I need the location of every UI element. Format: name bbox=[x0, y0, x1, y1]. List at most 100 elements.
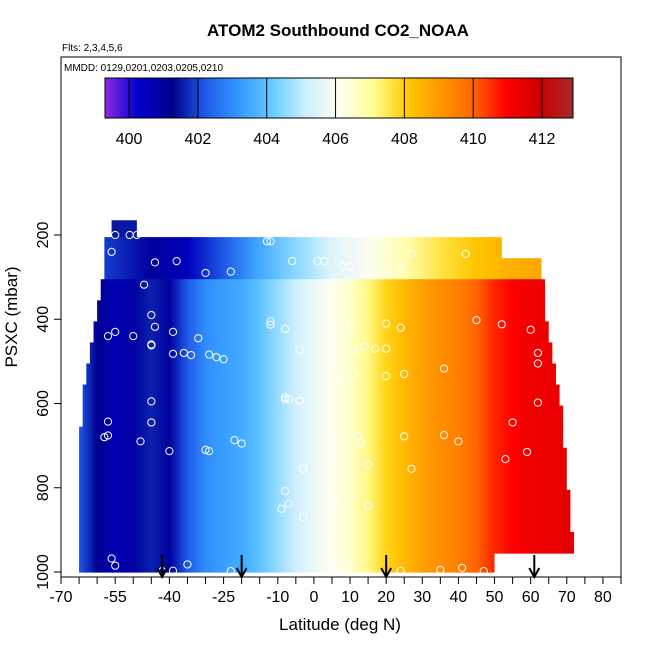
y-axis: 200 400 600 800 1000 bbox=[35, 222, 61, 590]
colorbar-tick-label: 400 bbox=[116, 131, 143, 148]
sample-point bbox=[147, 418, 156, 427]
sample-point bbox=[295, 345, 304, 354]
sample-point bbox=[262, 237, 272, 246]
colorbar-ticks: 400 402 404 406 408 410 412 bbox=[116, 78, 556, 148]
sample-point bbox=[327, 562, 337, 571]
colorbar: 400 402 404 406 408 410 412 bbox=[104, 77, 574, 148]
sample-point bbox=[363, 460, 373, 469]
sample-point bbox=[107, 247, 116, 256]
heatmap-layer bbox=[79, 553, 495, 573]
sample-point bbox=[396, 566, 405, 575]
sample-point bbox=[360, 342, 369, 351]
sample-point bbox=[111, 561, 120, 570]
heatmap-layer bbox=[97, 300, 546, 322]
x-tick-label: 40 bbox=[450, 589, 468, 606]
colorbar-tick-label: 406 bbox=[322, 131, 349, 148]
sample-point bbox=[331, 497, 340, 506]
sample-point bbox=[298, 513, 308, 522]
sample-point bbox=[533, 348, 543, 358]
sample-point bbox=[526, 325, 535, 334]
sample-point bbox=[363, 501, 373, 510]
sample-point bbox=[533, 398, 543, 407]
sample-point bbox=[298, 464, 308, 473]
sample-point bbox=[501, 455, 510, 464]
y-tick-label: 1000 bbox=[35, 554, 52, 590]
sample-point bbox=[324, 329, 333, 338]
sample-point bbox=[165, 447, 174, 456]
heatmap-layer bbox=[86, 363, 556, 386]
sample-point bbox=[342, 560, 351, 569]
sample-point bbox=[284, 395, 293, 404]
sample-point bbox=[353, 432, 362, 441]
y-tick-label: 400 bbox=[35, 306, 52, 333]
heatmap-field bbox=[79, 220, 575, 573]
y-axis-label: PSXC (mbar) bbox=[2, 266, 21, 367]
flights-note: Flts: 2,3,4,5,6 bbox=[62, 43, 123, 54]
sample-point bbox=[280, 487, 290, 496]
chart-title: ATOM2 Southbound CO2_NOAA bbox=[207, 21, 469, 40]
heatmap-layer bbox=[79, 531, 575, 554]
x-tick-label: 80 bbox=[594, 589, 612, 606]
sample-point bbox=[497, 320, 506, 329]
sample-point bbox=[439, 364, 449, 373]
sample-point bbox=[382, 372, 391, 381]
sample-point bbox=[371, 344, 380, 353]
colorbar-gradient bbox=[104, 77, 574, 119]
colorbar-tick-label: 408 bbox=[391, 131, 418, 148]
x-tick-label: 20 bbox=[377, 589, 395, 606]
sample-point bbox=[147, 310, 156, 320]
sample-point bbox=[186, 350, 196, 360]
dates-note: MMDD: 0129,0201,0203,0205,0210 bbox=[64, 63, 223, 74]
y-tick-label: 600 bbox=[35, 390, 52, 417]
sample-point bbox=[129, 332, 138, 341]
sample-point bbox=[230, 436, 239, 445]
x-axis-label: Latitude (deg N) bbox=[279, 615, 401, 634]
sample-point bbox=[147, 341, 156, 350]
x-tick-label: -40 bbox=[158, 589, 181, 606]
sample-point bbox=[356, 438, 365, 447]
plot-frame bbox=[60, 56, 622, 578]
sample-point bbox=[439, 430, 449, 440]
sample-point bbox=[219, 355, 228, 364]
sample-point bbox=[201, 268, 210, 278]
heatmap-layer bbox=[111, 220, 137, 238]
sample-point bbox=[436, 565, 445, 574]
sample-point bbox=[345, 262, 355, 271]
sample-point bbox=[194, 334, 203, 343]
sample-point bbox=[266, 237, 275, 246]
sample-point bbox=[454, 437, 463, 446]
colorbar-tick-label: 410 bbox=[460, 131, 487, 148]
sample-point bbox=[320, 257, 329, 266]
sample-point bbox=[147, 397, 156, 406]
y-tick-label: 800 bbox=[35, 474, 52, 501]
sample-point bbox=[168, 566, 178, 575]
sample-point bbox=[457, 563, 467, 572]
sample-point bbox=[335, 376, 344, 385]
colorbar-tick-label: 412 bbox=[529, 131, 556, 148]
sample-point bbox=[327, 443, 337, 452]
sample-point bbox=[533, 359, 543, 368]
sample-point bbox=[132, 230, 141, 240]
sample-point bbox=[205, 447, 214, 456]
heatmap-layer bbox=[82, 405, 564, 428]
sample-point bbox=[107, 554, 116, 563]
sample-point bbox=[349, 346, 358, 355]
sample-point bbox=[327, 278, 337, 287]
sample-point bbox=[103, 417, 113, 426]
sample-point bbox=[345, 319, 355, 328]
sample-point bbox=[280, 395, 290, 404]
sample-point bbox=[284, 499, 293, 508]
sample-point bbox=[461, 249, 470, 259]
sample-point bbox=[327, 350, 337, 360]
heatmap-layer bbox=[79, 510, 571, 533]
y-tick-label: 200 bbox=[35, 222, 52, 249]
sample-point bbox=[201, 445, 210, 454]
sample-point bbox=[295, 396, 304, 405]
x-tick-label: -70 bbox=[49, 589, 72, 606]
sample-point bbox=[150, 258, 160, 267]
x-tick-label: -25 bbox=[212, 589, 235, 606]
x-tick-label: -10 bbox=[266, 589, 289, 606]
sample-point bbox=[67, 557, 76, 566]
arrow-marker bbox=[156, 555, 169, 580]
sample-point bbox=[212, 353, 221, 362]
